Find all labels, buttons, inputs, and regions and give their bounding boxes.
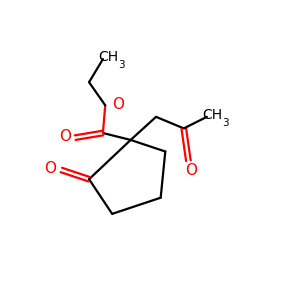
Text: O: O [185,163,197,178]
Text: CH: CH [99,50,119,64]
Text: O: O [44,161,56,176]
Text: 3: 3 [118,60,124,70]
Text: O: O [112,97,124,112]
Text: 3: 3 [222,118,229,128]
Text: O: O [59,129,71,144]
Text: CH: CH [202,107,223,122]
